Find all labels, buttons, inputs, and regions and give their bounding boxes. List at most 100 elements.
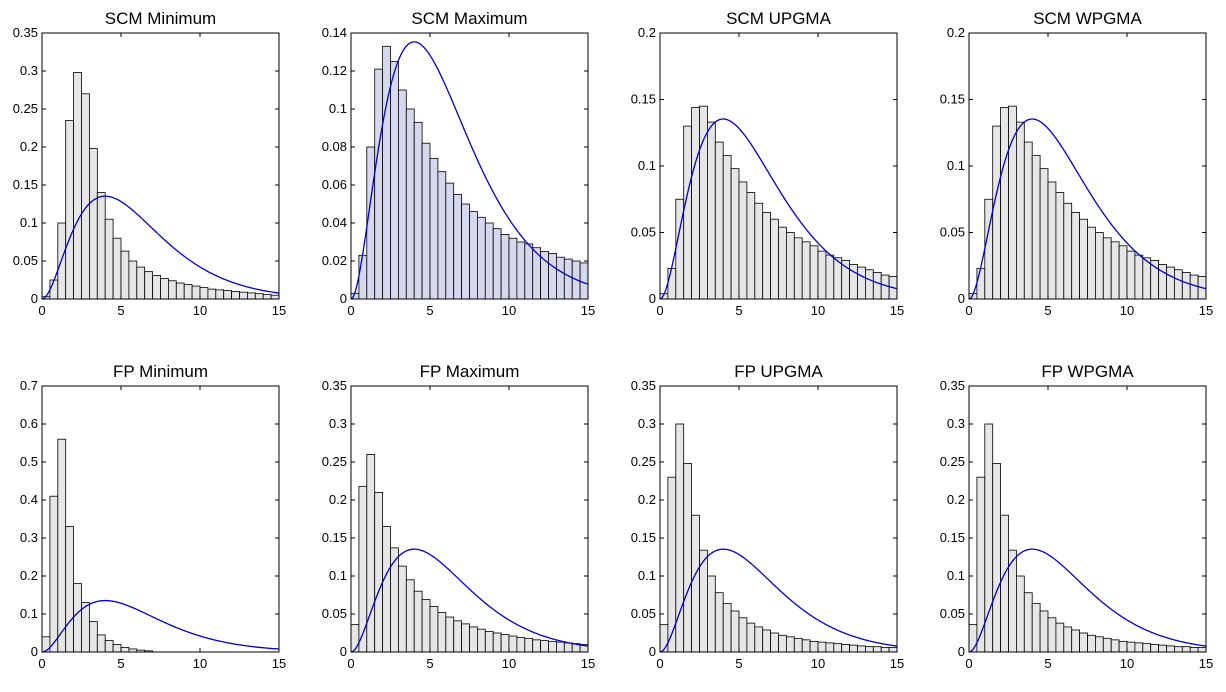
axes-frame [41,385,280,653]
histogram-bar [738,181,748,300]
histogram-bar [532,639,542,653]
histogram-bar [262,294,272,300]
fitted-curve [659,548,898,653]
y-tick-label: 0.3 [20,63,38,78]
histogram-bar [809,245,819,300]
subplot-5: 0 5 10 15 0 0.1 0.2 0.3 0.4 0.5 0.6 0.7 FP Minimum [20,362,286,671]
histogram-bar [144,271,153,300]
histogram-bar [825,254,835,300]
histogram-bar [508,635,518,653]
histogram-bar [714,141,724,300]
y-tick-label: 0.12 [322,63,347,78]
subplot-title: FP UPGMA [734,362,823,381]
y-tick-label: 0 [31,644,38,659]
histogram-bar [397,565,407,653]
y-tick-label: 0.5 [20,454,38,469]
histogram-bar [801,639,811,653]
histogram-bar [49,495,59,653]
histogram-bar [770,632,779,653]
x-tick-label: 15 [890,656,904,671]
histogram-bar [1055,622,1065,653]
histogram-bar [786,636,795,653]
histogram-bar [1166,645,1175,653]
histogram-bar [1055,192,1065,300]
y-tick-label: 0 [649,644,656,659]
histogram-bar [413,121,423,300]
histogram-bar [500,634,510,653]
histogram-bar [1000,514,1009,653]
histogram-bar [104,218,114,300]
histogram-bar [1095,636,1104,653]
subplot-title: FP WPGMA [1041,362,1134,381]
histogram-bar [476,628,486,653]
histogram-bar [65,526,74,653]
histogram-bar [730,610,740,653]
histogram-bar [754,202,764,300]
x-tick-label: 15 [272,303,286,318]
histogram-bar [1181,271,1191,300]
x-tick-label: 10 [193,303,207,318]
histogram-bar [857,266,866,300]
histogram-bar [1087,634,1096,653]
histogram-bar [556,641,565,653]
histogram-bar [89,148,98,300]
x-tick-label: 5 [1044,656,1051,671]
histogram-bar [1189,274,1199,300]
x-tick-label: 10 [811,303,825,318]
x-tick-label: 10 [1120,303,1134,318]
histogram-bar [1158,644,1167,653]
histogram-bar [1079,632,1088,653]
histogram-bar [81,602,90,653]
histogram-bar [175,282,185,300]
y-tick-label: 0.35 [322,378,347,393]
histogram-bar [833,643,843,653]
histogram-bar [1197,647,1207,653]
histogram-bar [160,278,169,300]
x-tick-label: 5 [117,656,124,671]
histogram-bar [437,171,447,300]
histogram-bar [865,646,874,653]
histogram-bar [730,168,740,300]
y-tick-label: 0.14 [322,25,347,40]
histogram-bar [437,612,447,653]
histogram-bar [793,237,803,300]
histogram-bar [81,93,90,300]
y-tick-label: 0.15 [631,92,656,107]
x-tick-label: 15 [581,303,595,318]
histogram-bar [1079,218,1088,300]
histogram-bar [1126,641,1136,653]
histogram-bar [770,218,779,300]
histogram-bar [41,636,51,653]
histogram-bar [1063,626,1073,653]
y-tick-label: 0.08 [322,139,347,154]
x-tick-label: 10 [811,656,825,671]
histogram-bar [1023,141,1033,300]
histogram-bar [1039,610,1049,653]
x-tick-label: 0 [38,656,45,671]
histogram-bar [1110,639,1120,653]
subplot-title: SCM UPGMA [726,9,832,28]
y-tick-label: 0.3 [20,530,38,545]
histogram-bar [382,45,391,300]
histogram-bar [65,120,74,300]
histogram-bar [405,108,415,300]
histogram-bar [865,269,874,300]
fitted-curve [41,599,280,653]
histogram-bar [849,644,858,653]
histogram-bar [492,228,502,300]
x-tick-label: 5 [117,303,124,318]
y-tick-label: 0.35 [940,378,965,393]
histogram-bar [89,621,98,653]
y-tick-label: 0.2 [947,25,965,40]
y-tick-label: 0.35 [13,25,38,40]
x-tick-label: 5 [735,656,742,671]
histogram-bar [112,237,122,300]
y-tick-label: 0.1 [20,215,38,230]
fitted-curve [350,41,589,300]
x-tick-label: 0 [656,656,663,671]
axes-frame [659,385,898,653]
histogram-bar [223,290,232,300]
histogram-bar [809,640,819,653]
histogram-bar [516,241,526,300]
histogram-bar [484,631,494,653]
